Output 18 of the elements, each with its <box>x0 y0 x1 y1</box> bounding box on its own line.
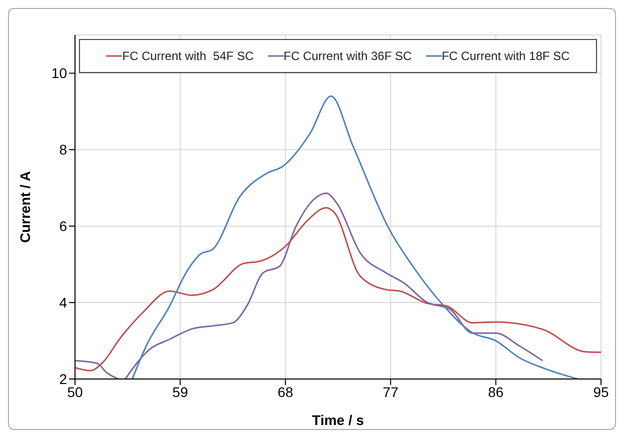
x-tick-label: 68 <box>278 384 294 400</box>
legend-label: FC Current with 54F SC <box>122 49 254 63</box>
y-tick-label: 6 <box>59 218 68 234</box>
y-tick-label: 10 <box>51 65 68 82</box>
legend-label: FC Current with 36F SC <box>284 49 412 63</box>
line-series <box>75 207 601 372</box>
x-tick-label: 77 <box>382 384 399 400</box>
x-tick-label: 86 <box>488 384 504 400</box>
x-axis-title: Time / s <box>312 412 364 428</box>
y-tick-label: 4 <box>59 294 68 311</box>
x-tick-label: 59 <box>172 384 188 400</box>
x-tick-label: 95 <box>593 384 609 400</box>
y-tick-label: 8 <box>59 142 68 158</box>
line-series <box>132 95 578 379</box>
x-tick-label: 50 <box>67 384 83 400</box>
y-tick-label: 2 <box>59 370 68 387</box>
legend-label: FC Current with 18F SC <box>442 49 570 63</box>
y-axis-title: Current / A <box>16 171 33 243</box>
